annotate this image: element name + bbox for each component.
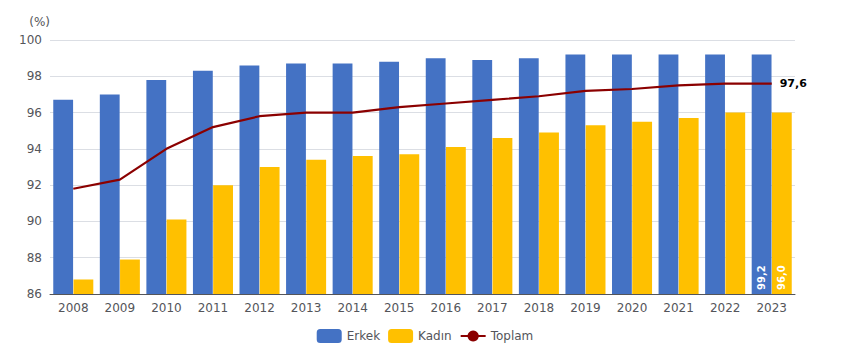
svg-text:2009: 2009: [105, 301, 136, 315]
svg-text:2016: 2016: [431, 301, 462, 315]
svg-text:2021: 2021: [663, 301, 694, 315]
svg-text:100: 100: [19, 33, 42, 47]
svg-text:2008: 2008: [58, 301, 89, 315]
svg-text:2022: 2022: [710, 301, 741, 315]
svg-text:2014: 2014: [337, 301, 368, 315]
svg-text:96: 96: [27, 106, 42, 120]
svg-text:97,6: 97,6: [780, 77, 807, 90]
svg-text:2018: 2018: [524, 301, 555, 315]
svg-text:96,0: 96,0: [776, 265, 787, 290]
svg-text:2019: 2019: [570, 301, 601, 315]
svg-text:2015: 2015: [384, 301, 415, 315]
svg-text:99,2: 99,2: [756, 265, 767, 290]
svg-text:2017: 2017: [477, 301, 508, 315]
svg-text:2020: 2020: [617, 301, 648, 315]
svg-text:Toplam: Toplam: [490, 329, 534, 343]
svg-text:2013: 2013: [291, 301, 322, 315]
svg-text:2023: 2023: [756, 301, 787, 315]
svg-text:(%): (%): [29, 15, 50, 29]
svg-text:2010: 2010: [151, 301, 182, 315]
svg-text:2012: 2012: [244, 301, 275, 315]
svg-text:Erkek: Erkek: [347, 329, 380, 343]
svg-text:92: 92: [27, 178, 42, 192]
svg-text:98: 98: [27, 69, 42, 83]
svg-text:86: 86: [27, 287, 42, 301]
svg-text:90: 90: [27, 214, 42, 228]
svg-text:94: 94: [27, 142, 42, 156]
svg-text:88: 88: [27, 251, 42, 265]
svg-text:2011: 2011: [198, 301, 229, 315]
svg-text:Kadın: Kadın: [418, 329, 452, 343]
